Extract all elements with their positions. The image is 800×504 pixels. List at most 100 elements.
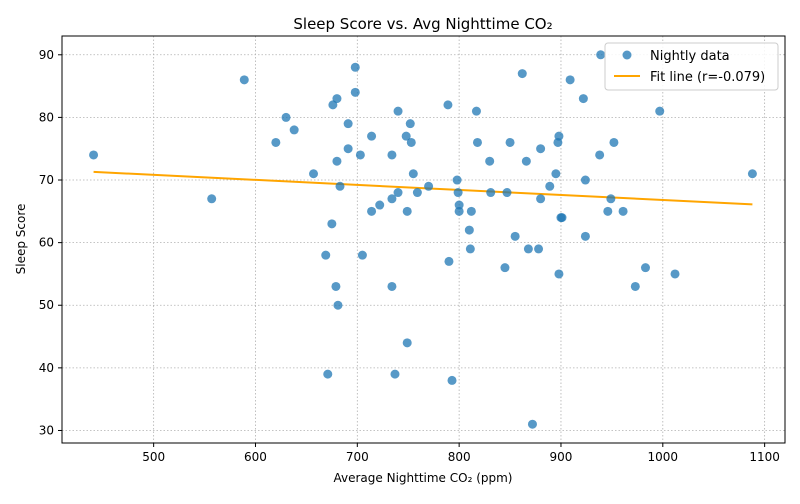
data-point	[402, 338, 412, 348]
data-point	[545, 181, 555, 191]
data-point	[239, 75, 249, 85]
fit-line-layer	[93, 170, 753, 206]
data-point	[443, 100, 453, 110]
data-point	[333, 300, 343, 310]
data-point	[565, 75, 575, 85]
x-tick-label: 900	[550, 450, 573, 464]
data-point	[393, 188, 403, 198]
data-point	[453, 188, 463, 198]
data-point	[332, 94, 342, 104]
x-tick-label: 1100	[749, 450, 780, 464]
data-point	[390, 369, 400, 379]
data-point	[485, 156, 495, 166]
data-point	[408, 169, 418, 179]
y-tick-label: 60	[39, 236, 54, 250]
data-point	[271, 137, 281, 147]
axis-ticks: 500 600 700 800 900 1000 1100 30 40 50 60 70 80 90	[39, 48, 780, 464]
x-tick-label: 700	[346, 450, 369, 464]
data-point	[670, 269, 680, 279]
data-point	[655, 106, 665, 116]
data-point	[521, 156, 531, 166]
data-point	[502, 188, 512, 198]
data-point	[387, 194, 397, 204]
data-point	[580, 175, 590, 185]
data-point	[464, 225, 474, 235]
data-point	[465, 244, 475, 254]
data-points	[89, 50, 757, 429]
data-point	[309, 169, 319, 179]
chart-title: Sleep Score vs. Avg Nighttime CO₂	[293, 15, 552, 33]
data-point	[523, 244, 533, 254]
data-point	[580, 231, 590, 241]
y-tick-label: 50	[39, 298, 54, 312]
plot-frame	[61, 35, 786, 444]
y-tick-label: 40	[39, 361, 54, 375]
data-point	[471, 106, 481, 116]
data-point	[402, 206, 412, 216]
legend-box	[604, 42, 779, 91]
legend-scatter-marker	[622, 50, 632, 60]
y-tick-label: 30	[39, 423, 54, 437]
data-point	[505, 137, 515, 147]
data-point	[367, 206, 377, 216]
fit-line	[93, 170, 753, 206]
y-tick-label: 90	[39, 48, 54, 62]
data-point	[452, 175, 462, 185]
data-point	[367, 131, 377, 141]
legend-label-fit: Fit line (r=-0.079)	[650, 70, 765, 85]
data-point	[321, 250, 331, 260]
data-point	[405, 119, 415, 129]
x-tick-label: 600	[244, 450, 267, 464]
x-tick-label: 1000	[648, 450, 679, 464]
data-point	[406, 137, 416, 147]
data-point	[281, 112, 291, 122]
data-point	[375, 200, 385, 210]
data-point	[554, 131, 564, 141]
legend: Nightly data Fit line (r=-0.079)	[604, 42, 779, 91]
x-tick-label: 800	[448, 450, 471, 464]
data-point	[578, 94, 588, 104]
data-point	[323, 369, 333, 379]
data-point	[357, 250, 367, 260]
data-point	[387, 150, 397, 160]
data-point	[557, 213, 567, 223]
data-point	[350, 87, 360, 97]
data-point	[454, 206, 464, 216]
data-point	[412, 188, 422, 198]
data-point	[343, 144, 353, 154]
data-point	[454, 200, 464, 210]
data-point	[447, 375, 457, 385]
data-point	[466, 206, 476, 216]
x-tick-label: 500	[142, 450, 165, 464]
data-point	[609, 137, 619, 147]
data-point	[510, 231, 520, 241]
data-point	[603, 206, 613, 216]
data-point	[289, 125, 299, 135]
legend-label-data: Nightly data	[650, 49, 730, 64]
data-point	[332, 156, 342, 166]
data-point	[500, 263, 510, 273]
data-point	[747, 169, 757, 179]
data-point	[350, 62, 360, 72]
data-point	[207, 194, 217, 204]
data-point	[534, 244, 544, 254]
data-point	[630, 281, 640, 291]
data-point	[551, 169, 561, 179]
data-point	[517, 69, 527, 79]
y-tick-label: 70	[39, 173, 54, 187]
data-point	[606, 194, 616, 204]
data-point	[355, 150, 365, 160]
data-point	[327, 219, 337, 229]
data-point	[640, 263, 650, 273]
data-point	[536, 144, 546, 154]
data-point	[554, 269, 564, 279]
data-point	[595, 150, 605, 160]
data-point	[387, 281, 397, 291]
data-point	[393, 106, 403, 116]
data-point	[444, 256, 454, 266]
data-point	[343, 119, 353, 129]
data-point	[89, 150, 99, 160]
data-point	[618, 206, 628, 216]
